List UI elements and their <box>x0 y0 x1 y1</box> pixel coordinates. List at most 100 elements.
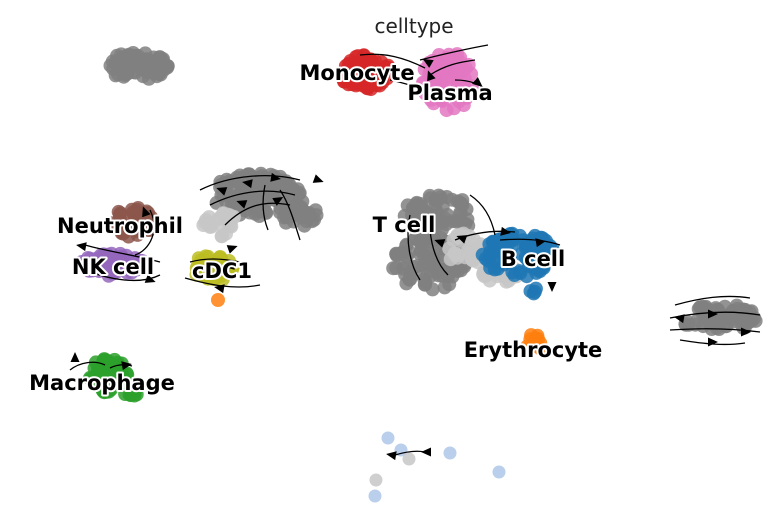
velocity-arrowhead <box>272 197 284 206</box>
chart-title: celltype <box>374 14 453 38</box>
velocity-arrowhead <box>224 260 235 270</box>
unlabeled-point <box>712 306 727 321</box>
b-cell-point <box>535 245 550 260</box>
velocity-arrowhead <box>270 172 281 182</box>
velocity-streamline <box>407 214 421 281</box>
sparse-point <box>369 473 383 487</box>
cdc1-point <box>198 257 213 272</box>
unlabeled-point <box>416 258 431 273</box>
points-layer <box>74 46 763 503</box>
cdc1-point <box>209 253 224 268</box>
sparse-point <box>381 431 395 445</box>
velocity-arrowhead <box>216 187 228 196</box>
unlabeled-point <box>453 195 467 210</box>
velocity-arrowhead <box>547 282 557 292</box>
velocity-arrowhead <box>421 447 431 457</box>
monocyte-point <box>356 78 371 93</box>
velocity-arrowhead <box>674 314 685 324</box>
velocity-streamline <box>84 244 161 263</box>
macrophage-point <box>83 370 97 385</box>
velocity-arrowhead <box>422 59 434 68</box>
b-cell-point <box>525 260 540 275</box>
sparse-point <box>492 465 506 479</box>
velocity-arrowhead <box>741 327 751 337</box>
unlabeled-point <box>202 217 217 232</box>
velocity-arrowhead <box>434 239 446 248</box>
plasma-point <box>435 93 450 108</box>
unlabeled-point <box>395 245 410 260</box>
velocity-streamline <box>209 190 296 206</box>
velocity-streamline <box>469 194 496 236</box>
unlabeled-point <box>718 319 732 334</box>
unlabeled-point <box>124 59 139 73</box>
velocity-arrowhead <box>142 206 151 218</box>
velocity-arrowhead <box>535 238 546 248</box>
b-cell-point <box>494 232 509 247</box>
neutrophil-point <box>126 215 141 230</box>
unlabeled-point <box>443 252 458 267</box>
cluster-label-macrophage: Macrophage <box>29 371 175 395</box>
velocity-arrowhead <box>456 235 468 244</box>
velocity-arrowhead <box>236 200 248 209</box>
monocyte-point <box>356 64 371 79</box>
unlabeled-point <box>412 234 427 249</box>
cluster-label-b-cell: B cell <box>501 247 565 271</box>
velocity-streamline <box>199 175 301 191</box>
velocity-streamline <box>134 209 155 256</box>
unlabeled-point <box>386 261 401 276</box>
unlabeled-point <box>417 277 432 292</box>
b-cell-point <box>512 264 527 279</box>
erythrocyte-point <box>211 293 225 307</box>
plasma-point <box>440 74 454 89</box>
velocity-arrowhead <box>214 284 225 294</box>
b-cell-point <box>516 233 531 248</box>
velocity-streamline <box>69 361 106 371</box>
macrophage-point <box>120 367 135 382</box>
plasma-point <box>457 79 472 94</box>
velocity-streamline <box>84 269 161 282</box>
unlabeled-point <box>301 207 316 222</box>
cluster-label-t-cell: T cell <box>373 213 436 237</box>
nk-cell-point <box>124 265 139 280</box>
velocity-arrowhead <box>226 245 238 254</box>
cluster-label-plasma: Plasma <box>407 81 492 105</box>
cdc1-point <box>214 264 229 279</box>
velocity-streamline <box>429 59 476 76</box>
velocity-arrowhead <box>70 352 80 362</box>
velocity-streamline <box>674 295 751 306</box>
macrophage-point <box>129 387 144 402</box>
unlabeled-point <box>105 54 120 69</box>
velocity-arrowhead <box>472 76 483 87</box>
velocity-arrowhead <box>708 309 718 319</box>
nk-cell-point <box>134 253 149 268</box>
unlabeled-point <box>136 69 151 84</box>
unlabeled-point <box>258 186 273 201</box>
velocity-streamline <box>359 53 426 69</box>
streamlines-layer <box>69 44 761 461</box>
neutrophil-point <box>116 225 131 240</box>
unlabeled-point <box>219 226 233 241</box>
unlabeled-point <box>439 217 453 232</box>
plasma-point <box>464 66 479 81</box>
neutrophil-point <box>113 206 128 221</box>
velocity-streamline <box>669 328 761 333</box>
velocity-streamline <box>679 339 746 346</box>
unlabeled-point <box>439 190 454 204</box>
sparse-point <box>368 489 382 503</box>
b-cell-point <box>501 245 516 260</box>
unlabeled-point <box>241 167 256 182</box>
sparse-point <box>443 446 457 460</box>
unlabeled-point <box>437 280 452 295</box>
velocity-streamline <box>109 364 133 369</box>
velocity-arrowhead <box>144 274 156 283</box>
unlabeled-point <box>121 47 136 62</box>
macrophage-point <box>97 352 112 367</box>
velocity-arrowhead <box>312 174 324 183</box>
velocity-arrowhead <box>121 361 132 371</box>
b-cell-point <box>483 245 498 260</box>
velocity-streamline <box>389 79 421 89</box>
unlabeled-point <box>285 200 300 215</box>
velocity-streamline <box>262 184 269 231</box>
unlabeled-point <box>108 68 123 83</box>
